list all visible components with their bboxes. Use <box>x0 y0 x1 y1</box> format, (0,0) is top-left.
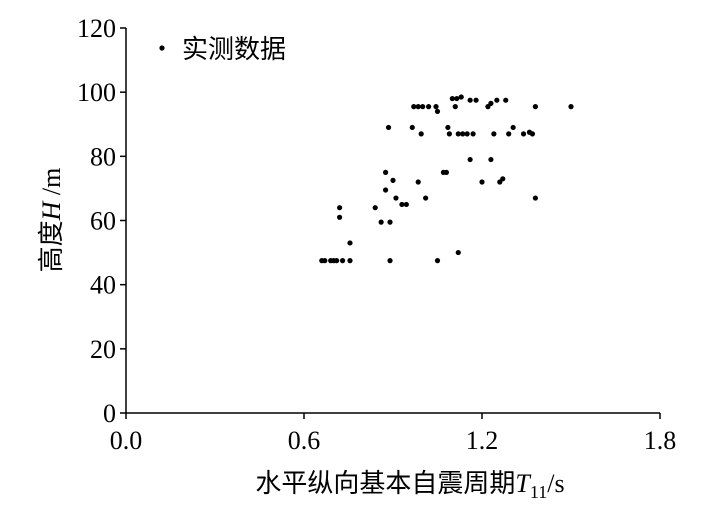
legend-label: 实测数据 <box>182 35 286 64</box>
point <box>347 258 353 264</box>
point <box>467 156 473 163</box>
point <box>494 97 500 103</box>
point <box>415 179 421 185</box>
point <box>479 179 485 185</box>
y-tick-label: 0 <box>103 399 116 428</box>
x-tick-label: 1.8 <box>644 426 677 455</box>
y-tick-label: 40 <box>90 271 116 300</box>
point <box>529 131 536 137</box>
point <box>385 124 392 131</box>
y-label-unit: /m <box>37 168 66 202</box>
point <box>393 195 399 201</box>
point <box>503 97 509 103</box>
point <box>446 131 452 137</box>
point <box>390 177 396 183</box>
point <box>322 258 328 264</box>
x-axis-label: 水平纵向基本自震周期T11/s <box>255 469 564 502</box>
point <box>403 201 409 208</box>
point <box>418 131 424 137</box>
point <box>500 176 506 182</box>
point <box>434 258 441 264</box>
point <box>423 195 429 201</box>
point <box>415 104 421 110</box>
point <box>506 131 512 137</box>
point <box>460 131 466 137</box>
point <box>337 205 343 211</box>
y-label-text: 高度 <box>37 220 66 272</box>
point <box>568 104 574 110</box>
y-tick-label: 100 <box>77 78 116 107</box>
point <box>470 131 476 137</box>
y-tick-label: 120 <box>77 14 116 43</box>
point <box>409 124 415 131</box>
point <box>372 205 378 211</box>
point <box>445 124 451 131</box>
x-label-subscript: 11 <box>530 482 547 502</box>
x-label-unit: /s <box>547 469 564 498</box>
point <box>420 104 426 110</box>
point <box>433 104 439 110</box>
point <box>443 169 449 175</box>
point <box>467 97 473 103</box>
point <box>347 240 353 246</box>
point <box>488 156 494 163</box>
point <box>455 249 461 256</box>
point <box>339 258 346 264</box>
point <box>387 219 393 225</box>
legend-marker <box>159 45 165 51</box>
point <box>382 187 389 193</box>
point <box>510 124 516 131</box>
x-label-symbol: T <box>515 469 531 498</box>
point <box>411 104 417 110</box>
point <box>488 100 494 106</box>
point <box>454 95 460 102</box>
y-tick-label: 80 <box>90 142 116 171</box>
point <box>334 258 340 264</box>
point <box>399 201 405 208</box>
x-tick-label: 0.6 <box>288 426 321 455</box>
point <box>452 104 458 110</box>
x-tick-label: 1.2 <box>466 426 499 455</box>
x-label-text: 水平纵向基本自震周期 <box>255 469 515 498</box>
point <box>532 195 539 201</box>
y-label-symbol: H <box>37 200 66 221</box>
point <box>473 97 479 103</box>
point <box>532 104 539 110</box>
point <box>455 131 461 137</box>
point <box>434 108 441 115</box>
point <box>464 131 470 137</box>
point <box>426 104 432 110</box>
y-tick-label: 20 <box>90 335 116 364</box>
point <box>458 94 464 100</box>
point <box>520 131 527 137</box>
y-tick-label: 60 <box>90 207 116 236</box>
point <box>337 214 343 220</box>
x-tick-label: 0.0 <box>110 426 143 455</box>
point <box>387 258 393 264</box>
point <box>491 131 497 137</box>
point <box>382 169 389 175</box>
y-axis-label: 高度H /m <box>37 168 66 273</box>
point <box>449 95 455 102</box>
point <box>378 219 384 225</box>
